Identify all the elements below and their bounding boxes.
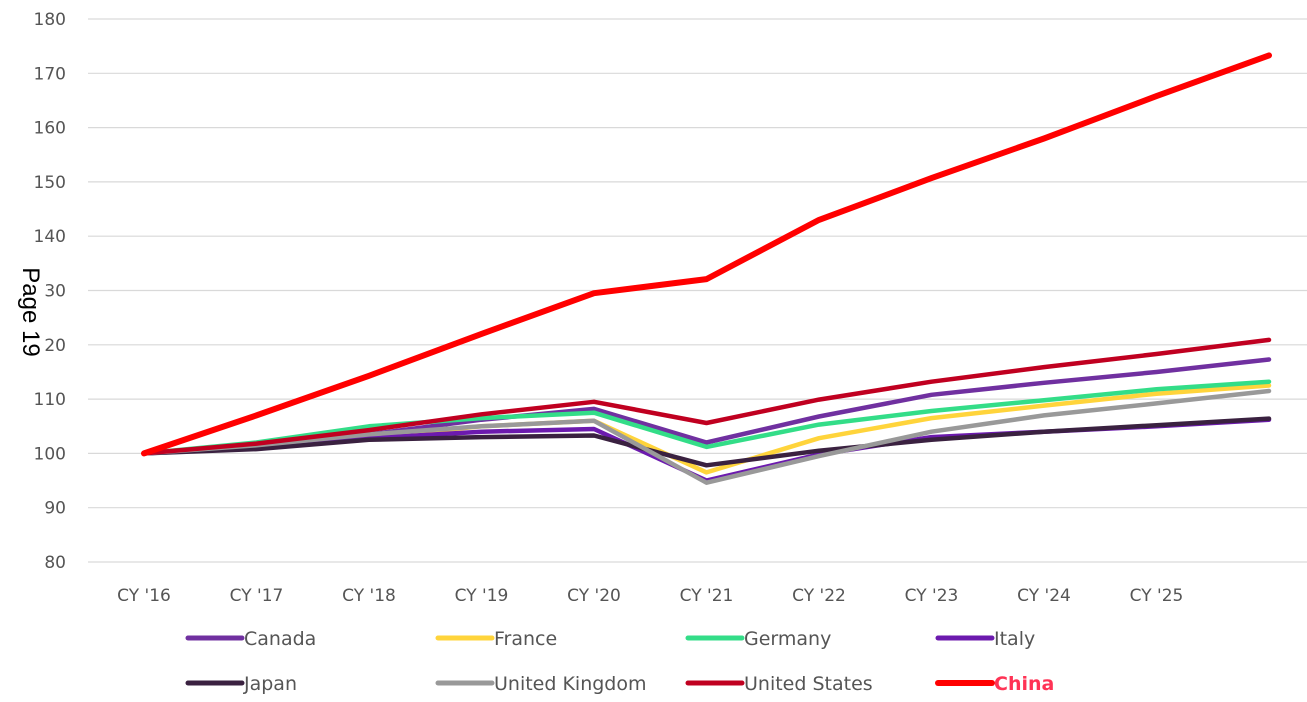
legend-label: Japan <box>243 673 297 695</box>
x-tick-label: CY '24 <box>1017 586 1071 606</box>
series-line-japan <box>141 416 1272 468</box>
legend-label: Canada <box>244 628 316 650</box>
legend-label: United Kingdom <box>494 673 647 695</box>
x-tick-label: CY '16 <box>117 586 171 606</box>
x-tick-label: CY '20 <box>567 586 621 606</box>
y-tick-label: 90 <box>44 499 66 519</box>
y-tick-label: 170 <box>34 64 66 84</box>
series-lines <box>141 52 1272 485</box>
y-tick-label: 30 <box>44 282 66 302</box>
y-tick-label: 160 <box>34 119 66 139</box>
x-tick-label: CY '22 <box>792 586 846 606</box>
legend-label: France <box>494 628 557 650</box>
y-tick-label: 180 <box>34 10 66 30</box>
x-tick-label: CY '19 <box>455 586 509 606</box>
series-line-china <box>141 52 1272 457</box>
series-line-germany <box>141 379 1272 456</box>
gridlines <box>88 18 1307 563</box>
y-tick-label: 110 <box>34 390 66 410</box>
y-tick-label: 80 <box>44 553 66 573</box>
x-tick-label: CY '25 <box>1130 586 1184 606</box>
y-tick-label: 100 <box>34 444 66 464</box>
x-tick-label: CY '23 <box>905 586 959 606</box>
x-tick-label: CY '17 <box>230 586 284 606</box>
page-label: Page 19 <box>17 267 44 357</box>
x-tick-label: CY '18 <box>342 586 396 606</box>
x-tick-label: CY '21 <box>680 586 734 606</box>
legend-label: Italy <box>994 628 1035 650</box>
y-tick-label: 150 <box>34 173 66 193</box>
legend-label: Germany <box>744 628 831 650</box>
series-line-united-kingdom <box>141 388 1272 485</box>
legend-label: United States <box>744 673 873 695</box>
y-tick-label: 140 <box>34 227 66 247</box>
y-axis-ticks: 80 90 100 110 20 30 140 150 160 170 180 <box>34 10 66 573</box>
series-line-united-states <box>141 337 1272 456</box>
legend: Canada France Germany Italy Japan United King… <box>185 628 1054 695</box>
y-tick-label: 20 <box>44 336 66 356</box>
legend-label: China <box>994 673 1054 695</box>
x-axis-ticks: CY '16 CY '17 CY '18 CY '19 CY '20 CY '21 CY '… <box>117 586 1183 606</box>
